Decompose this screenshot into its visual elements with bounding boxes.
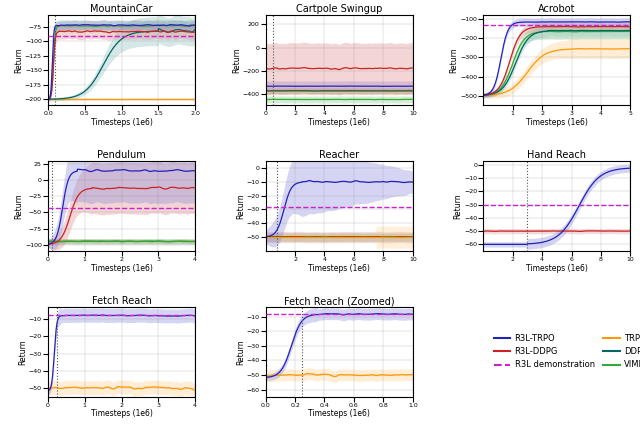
X-axis label: Timesteps (1e6): Timesteps (1e6) [91,264,152,272]
Title: Acrobot: Acrobot [538,4,575,14]
Y-axis label: Return: Return [14,48,24,73]
Y-axis label: Return: Return [18,339,28,364]
X-axis label: Timesteps (1e6): Timesteps (1e6) [308,264,370,272]
X-axis label: Timesteps (1e6): Timesteps (1e6) [308,118,370,127]
Y-axis label: Return: Return [454,193,463,219]
Y-axis label: Return: Return [232,48,241,73]
X-axis label: Timesteps (1e6): Timesteps (1e6) [91,118,152,127]
Y-axis label: Return: Return [450,48,459,73]
Title: Pendulum: Pendulum [97,150,146,160]
Legend: R3L-TRPO, R3L-DDPG, R3L demonstration, TRPO, DDPG, VIME-TRPO: R3L-TRPO, R3L-DDPG, R3L demonstration, T… [490,331,640,373]
Title: Hand Reach: Hand Reach [527,150,586,160]
Title: Fetch Reach (Zoomed): Fetch Reach (Zoomed) [284,296,394,306]
X-axis label: Timesteps (1e6): Timesteps (1e6) [91,409,152,419]
Title: Reacher: Reacher [319,150,359,160]
X-axis label: Timesteps (1e6): Timesteps (1e6) [526,118,588,127]
Title: MountainCar: MountainCar [90,4,153,14]
X-axis label: Timesteps (1e6): Timesteps (1e6) [526,264,588,272]
X-axis label: Timesteps (1e6): Timesteps (1e6) [308,409,370,419]
Y-axis label: Return: Return [15,193,24,219]
Title: Cartpole Swingup: Cartpole Swingup [296,4,382,14]
Title: Fetch Reach: Fetch Reach [92,296,152,306]
Y-axis label: Return: Return [236,339,245,364]
Y-axis label: Return: Return [236,193,245,219]
